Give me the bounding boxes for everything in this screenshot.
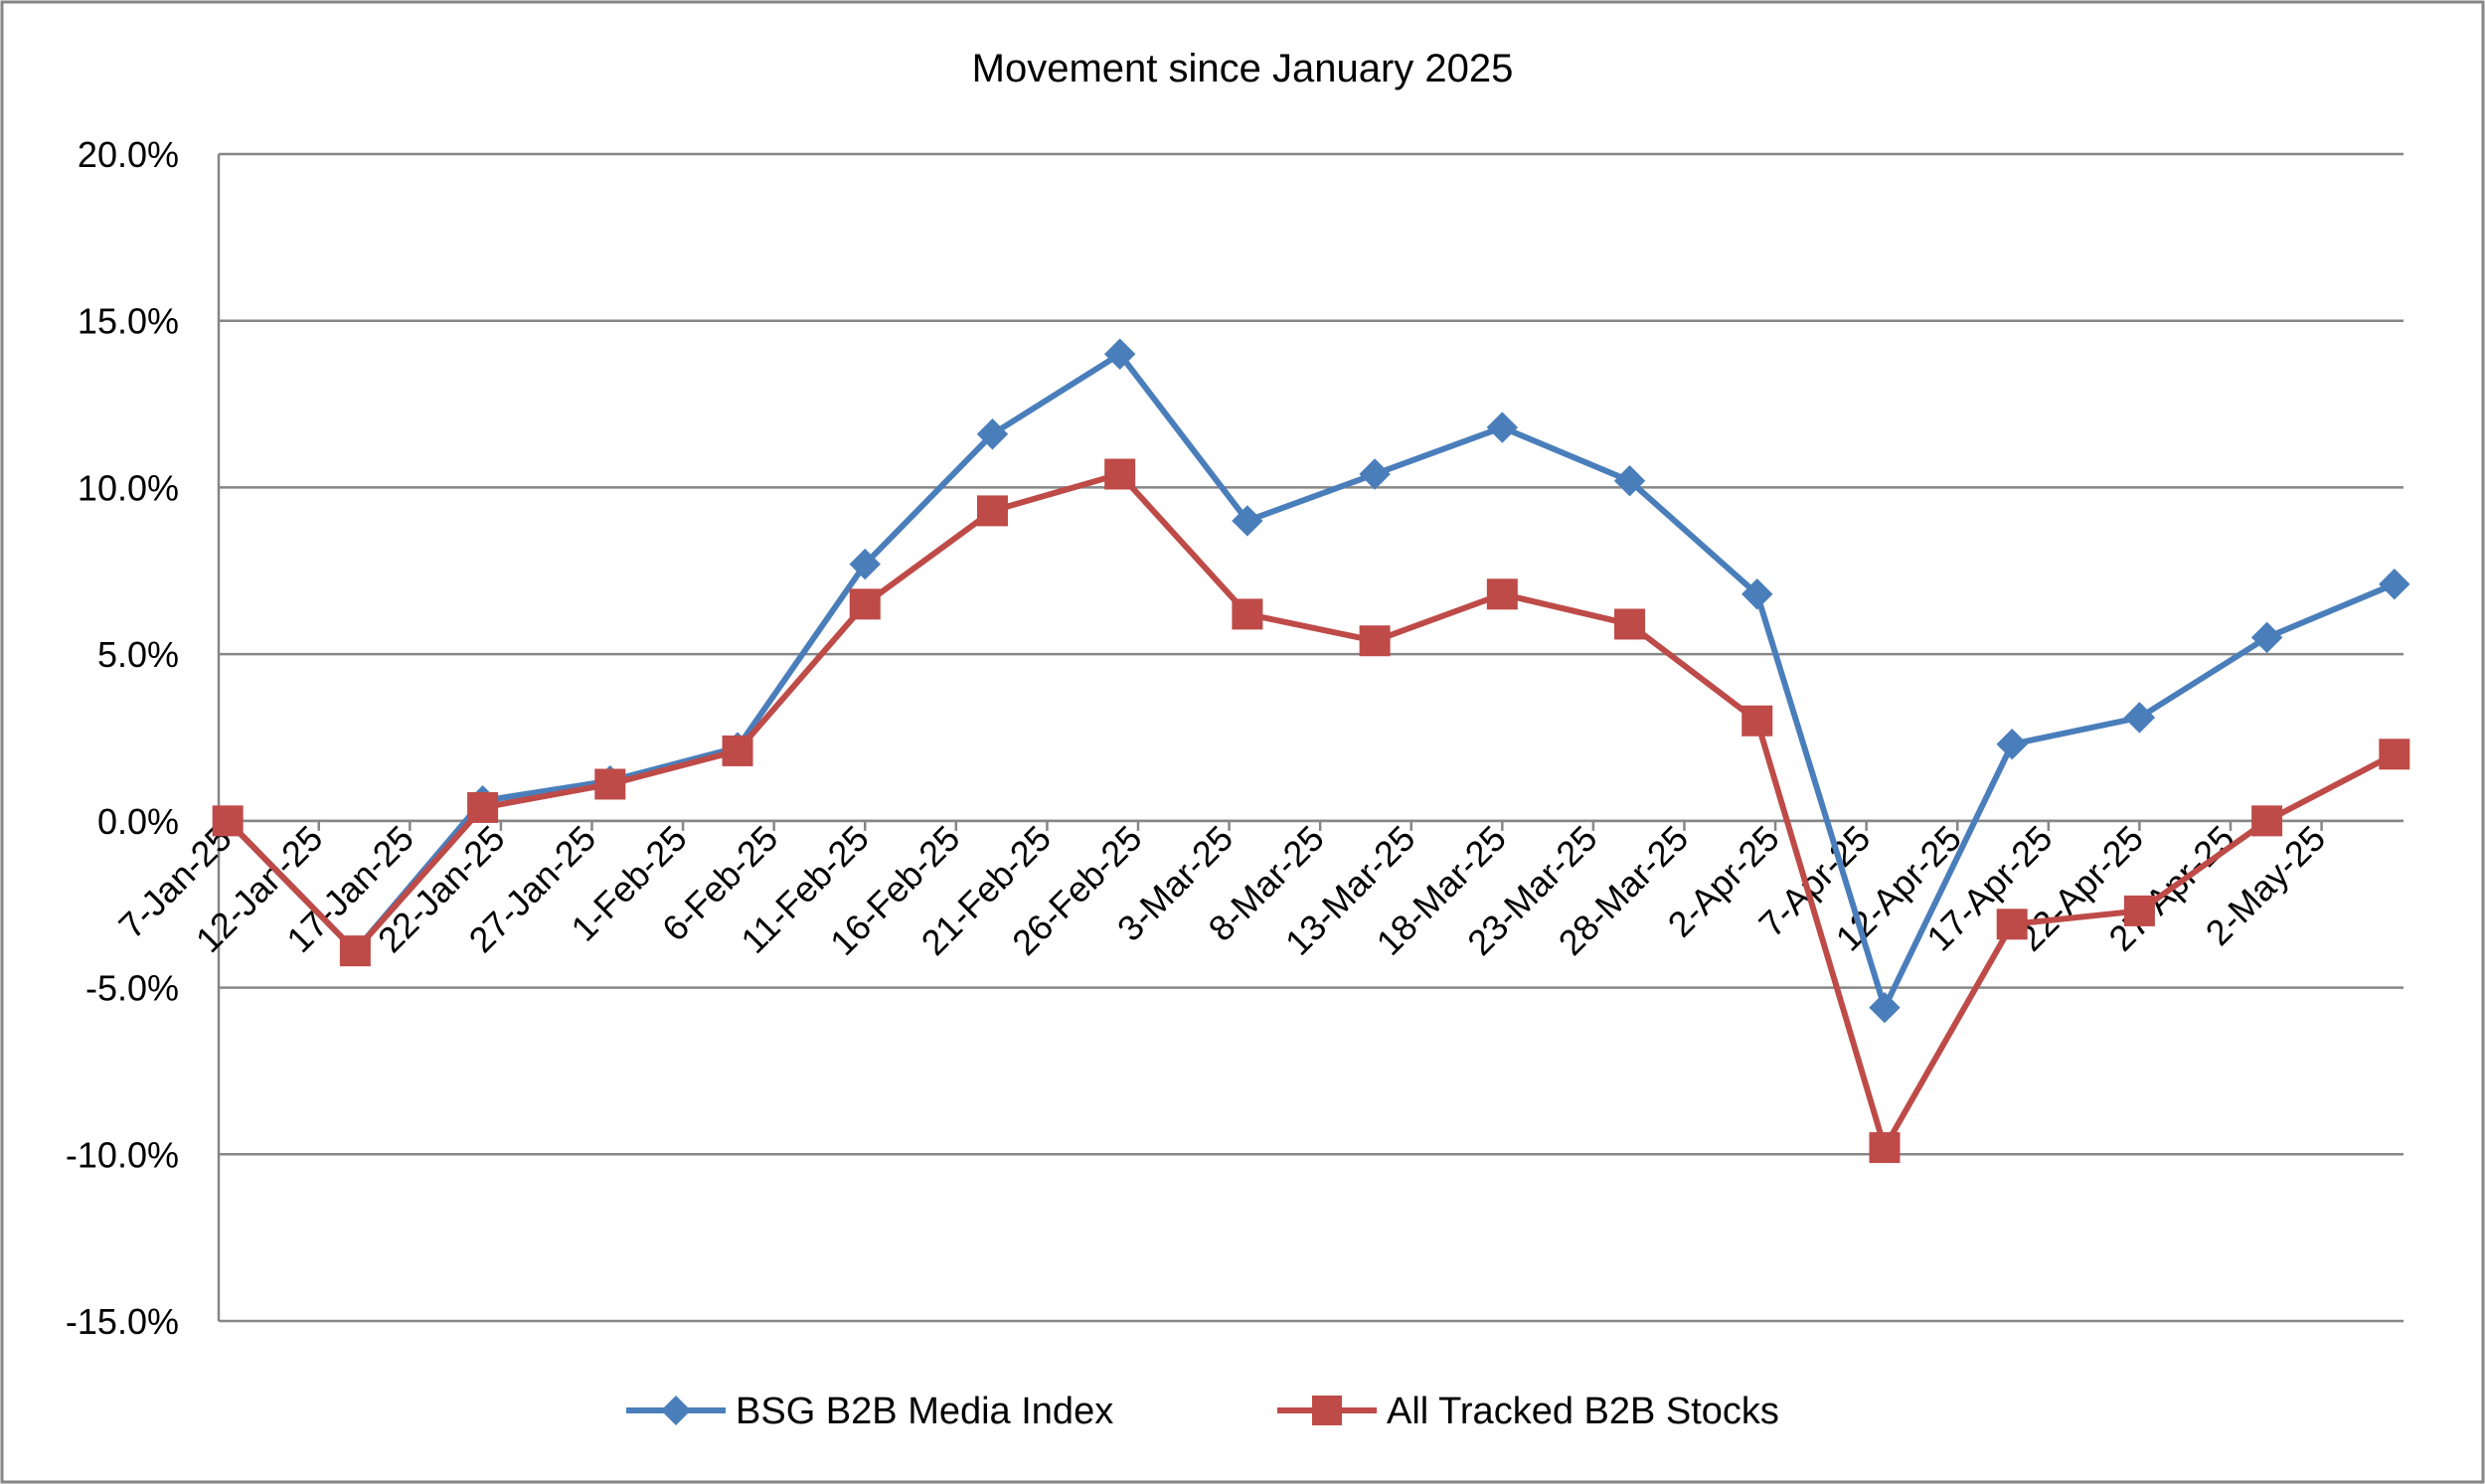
marker	[976, 495, 1008, 527]
marker	[2379, 568, 2410, 600]
marker	[594, 768, 626, 800]
marker	[1359, 458, 1391, 490]
legend-marker	[1312, 1396, 1342, 1425]
series-line	[226, 351, 2396, 1011]
marker	[1741, 705, 1773, 737]
marker	[2250, 621, 2283, 654]
marker	[976, 418, 1009, 450]
y-tick-label: -5.0%	[85, 968, 179, 1009]
marker	[1103, 338, 1136, 370]
marker	[212, 805, 244, 837]
marker	[1232, 598, 1263, 630]
y-tick-label: 15.0%	[78, 301, 179, 342]
marker	[1359, 625, 1391, 657]
marker	[849, 548, 881, 580]
chart-title: Movement since January 2025	[972, 47, 1514, 90]
marker	[339, 935, 371, 967]
marker	[1613, 465, 1646, 497]
y-tick-label: -15.0%	[66, 1301, 179, 1342]
legend-label: BSG B2B Media Index	[736, 1391, 1113, 1432]
marker	[467, 791, 499, 823]
marker	[1869, 1132, 1901, 1164]
marker	[1741, 578, 1773, 610]
marker	[1104, 458, 1136, 490]
marker	[1232, 505, 1263, 537]
y-tick-label: 10.0%	[78, 467, 179, 508]
marker	[1486, 412, 1519, 443]
legend-label: All Tracked B2B Stocks	[1387, 1391, 1779, 1432]
y-tick-label: 20.0%	[78, 134, 179, 175]
marker	[722, 735, 753, 766]
marker	[2123, 702, 2156, 734]
y-tick-label: 5.0%	[97, 634, 179, 675]
marker	[1996, 908, 2028, 940]
y-tick-label: 0.0%	[97, 801, 179, 842]
marker	[2379, 739, 2410, 770]
marker	[2251, 805, 2283, 837]
marker	[1486, 578, 1518, 610]
marker	[1869, 991, 1901, 1024]
marker	[1996, 729, 2028, 760]
y-tick-label: -10.0%	[66, 1134, 179, 1175]
marker	[1614, 608, 1646, 640]
series-line	[226, 471, 2397, 1151]
legend-marker	[661, 1396, 691, 1425]
marker	[849, 588, 881, 620]
marker	[2123, 895, 2155, 926]
